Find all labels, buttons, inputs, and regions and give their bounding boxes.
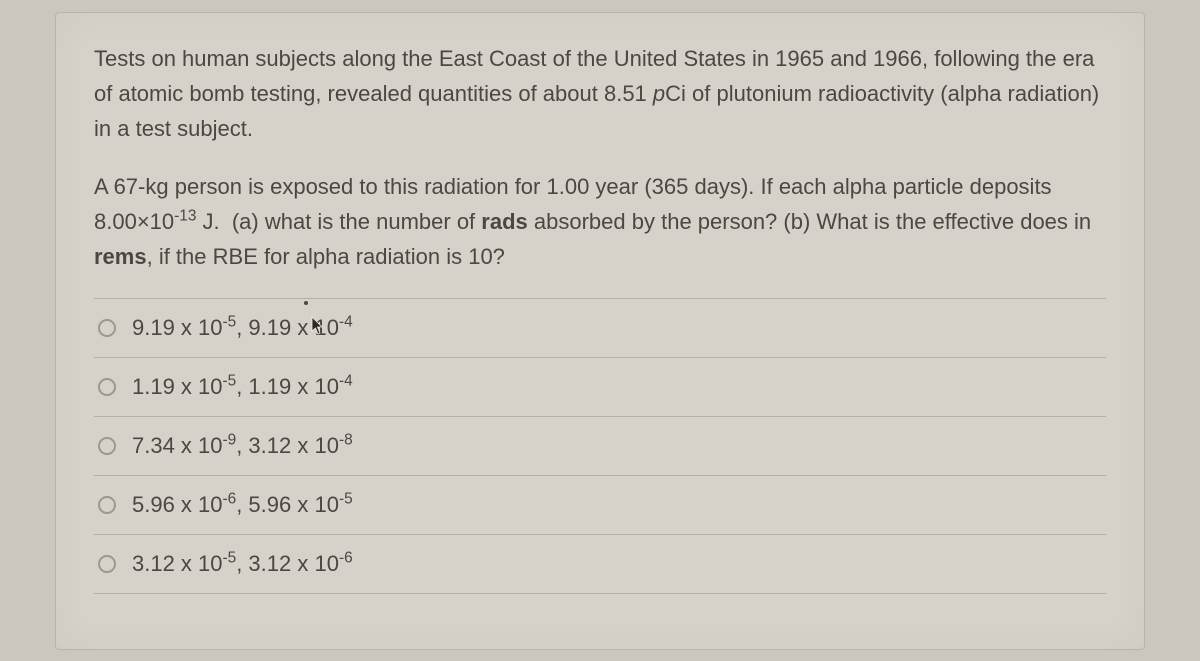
option-label: 3.12 x 10-5, 3.12 x 10-6 [132, 551, 353, 577]
option-row[interactable]: 3.12 x 10-5, 3.12 x 10-6 [94, 534, 1106, 594]
radio-icon[interactable] [98, 555, 116, 573]
radio-icon[interactable] [98, 378, 116, 396]
option-row[interactable]: 9.19 x 10-5, 9.19 x 10-4 [94, 298, 1106, 357]
option-label: 7.34 x 10-9, 3.12 x 10-8 [132, 433, 353, 459]
options-list: 9.19 x 10-5, 9.19 x 10-4 1.19 x 10-5, 1.… [94, 298, 1106, 594]
option-label: 1.19 x 10-5, 1.19 x 10-4 [132, 374, 353, 400]
option-row[interactable]: 5.96 x 10-6, 5.96 x 10-5 [94, 475, 1106, 534]
radio-icon[interactable] [98, 437, 116, 455]
radio-icon[interactable] [98, 496, 116, 514]
question-paragraph-1: Tests on human subjects along the East C… [94, 41, 1106, 147]
option-label: 9.19 x 10-5, 9.19 x 10-4 [132, 315, 353, 341]
question-card: Tests on human subjects along the East C… [55, 12, 1145, 650]
question-paragraph-2: A 67-kg person is exposed to this radiat… [94, 169, 1106, 275]
radio-icon[interactable] [98, 319, 116, 337]
option-row[interactable]: 1.19 x 10-5, 1.19 x 10-4 [94, 357, 1106, 416]
option-label: 5.96 x 10-6, 5.96 x 10-5 [132, 492, 353, 518]
option-row[interactable]: 7.34 x 10-9, 3.12 x 10-8 [94, 416, 1106, 475]
